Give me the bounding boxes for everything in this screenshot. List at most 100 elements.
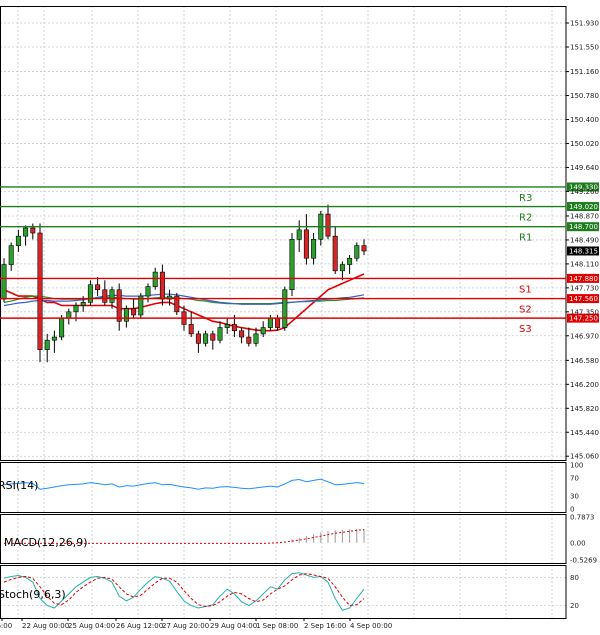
candle-body-up xyxy=(282,289,288,328)
time-label: 27 Aug 20:00 xyxy=(162,622,209,630)
candle-body-up xyxy=(253,333,259,344)
stoch-tick-label: 80 xyxy=(570,574,579,582)
price-tick-label: 149.260 xyxy=(570,188,599,196)
macd-tick-label: 0.7873 xyxy=(570,514,595,522)
stoch-tick-label: 20 xyxy=(570,602,579,610)
level-price-tag-S3 xyxy=(567,313,599,323)
level-price-tag-R3 xyxy=(567,182,599,192)
candle-body-up xyxy=(59,317,65,338)
candle-body-down xyxy=(95,284,101,291)
panel-frame-0 xyxy=(0,6,567,461)
level-price-label-S1: 147.880 xyxy=(569,275,598,283)
panel-frame-2 xyxy=(0,514,567,564)
candle-body-up xyxy=(354,245,360,259)
level-price-tag-R1 xyxy=(567,222,599,232)
candle-body-up xyxy=(138,295,144,316)
level-name-S3: S3 xyxy=(519,324,532,335)
indicators: RSI(14) MACD(12,26,9) Stoch(9,6,3) xyxy=(0,478,365,611)
candle-body-up xyxy=(311,239,317,259)
candle-body-down xyxy=(303,229,309,259)
candle-body-up xyxy=(51,336,57,341)
candle-body-up xyxy=(289,239,295,291)
candle-body-up xyxy=(123,308,129,322)
candle-body-down xyxy=(188,324,194,335)
candle-body-up xyxy=(260,327,266,335)
time-label: 29 Aug 04:00 xyxy=(210,622,257,630)
time-label: 1 Sep 08:00 xyxy=(256,622,298,630)
candle-body-down xyxy=(239,330,245,338)
level-price-tag-R2 xyxy=(567,202,599,212)
candle-body-down xyxy=(30,227,36,234)
time-label: 25 Aug 04:00 xyxy=(68,622,115,630)
time-label: 22 Aug 00:00 xyxy=(22,622,69,630)
time-label: 16:00 xyxy=(0,622,12,630)
price-tick-label: 147.350 xyxy=(570,308,599,316)
candle-body-up xyxy=(15,235,21,246)
panel-frame-3 xyxy=(0,565,567,619)
price-tick-label: 150.780 xyxy=(570,92,599,100)
macd-label: MACD(12,26,9) xyxy=(4,536,88,549)
level-price-tag-S2 xyxy=(567,294,599,304)
candle-body-up xyxy=(145,286,151,297)
candle-body-up xyxy=(296,229,302,240)
candle-body-down xyxy=(195,333,201,344)
candle-body-up xyxy=(217,327,223,341)
candle-body-down xyxy=(246,336,252,344)
level-name-S2: S2 xyxy=(519,305,532,316)
candle-body-down xyxy=(361,245,367,252)
candle-body-down xyxy=(275,317,281,328)
current-price-label: 148.315 xyxy=(569,247,598,255)
candle-body-up xyxy=(152,271,158,287)
price-tick-label: 147.730 xyxy=(570,284,599,292)
candle-body-up xyxy=(80,302,86,306)
axes: 151.930 151.550 151.160 150.780 150.400 150.0… xyxy=(0,20,599,630)
stoch-d-line xyxy=(3,573,365,608)
level-name-R3: R3 xyxy=(519,193,532,204)
candle-body-up xyxy=(44,339,50,350)
level-name-S1: S1 xyxy=(519,284,532,295)
candle-body-up xyxy=(267,317,273,328)
candle-body-down xyxy=(325,213,331,237)
candle-body-up xyxy=(1,264,7,300)
macd-tick-label: -0.5269 xyxy=(570,557,597,565)
candle-body-up xyxy=(73,305,79,313)
candle-body-up xyxy=(224,324,230,328)
level-price-tag-S1 xyxy=(567,273,599,283)
price-tick-label: 146.200 xyxy=(570,381,599,389)
pivot-levels: R3 149.330 R2 149.020 R1 148.700 S1 147.880 S2 14… xyxy=(0,182,599,335)
price-tick-label: 149.640 xyxy=(570,164,599,172)
price-tick-label: 151.160 xyxy=(570,68,599,76)
panel-frame-1 xyxy=(0,462,567,513)
level-price-label-R2: 149.020 xyxy=(569,203,598,211)
current-price-tag xyxy=(567,246,599,256)
macd-signal-line xyxy=(4,529,365,544)
candle-body-down xyxy=(159,271,165,300)
candle-body-down xyxy=(174,295,180,313)
candle-body-up xyxy=(339,264,345,272)
rsi-tick-label: 0 xyxy=(570,506,574,514)
price-tick-label: 145.060 xyxy=(570,453,599,461)
rsi-tick-label: 70 xyxy=(570,475,579,483)
price-tick-label: 148.490 xyxy=(570,236,599,244)
candle-body-down xyxy=(102,289,108,303)
candle-body-down xyxy=(37,232,43,350)
time-label: 2 Sep 16:00 xyxy=(304,622,346,630)
candle-body-up xyxy=(87,284,93,303)
candle-body-up xyxy=(203,333,209,344)
ma-line-MA-slow-blue xyxy=(3,293,365,307)
rsi-tick-label: 30 xyxy=(570,492,579,500)
candle-body-up xyxy=(109,289,115,303)
level-price-label-S2: 147.560 xyxy=(569,295,598,303)
candle-body-down xyxy=(116,289,122,322)
price-tick-label: 146.970 xyxy=(570,332,599,340)
level-price-label-S3: 147.250 xyxy=(569,315,598,323)
price-tick-label: 145.820 xyxy=(570,405,599,413)
price-tick-label: 150.400 xyxy=(570,116,599,124)
rsi-line xyxy=(3,478,365,490)
macd-tick-label: 0.00 xyxy=(570,539,586,547)
price-tick-label: 146.580 xyxy=(570,357,599,365)
candle-body-up xyxy=(8,245,14,265)
level-price-label-R1: 148.700 xyxy=(569,223,598,231)
level-name-R2: R2 xyxy=(519,213,532,224)
